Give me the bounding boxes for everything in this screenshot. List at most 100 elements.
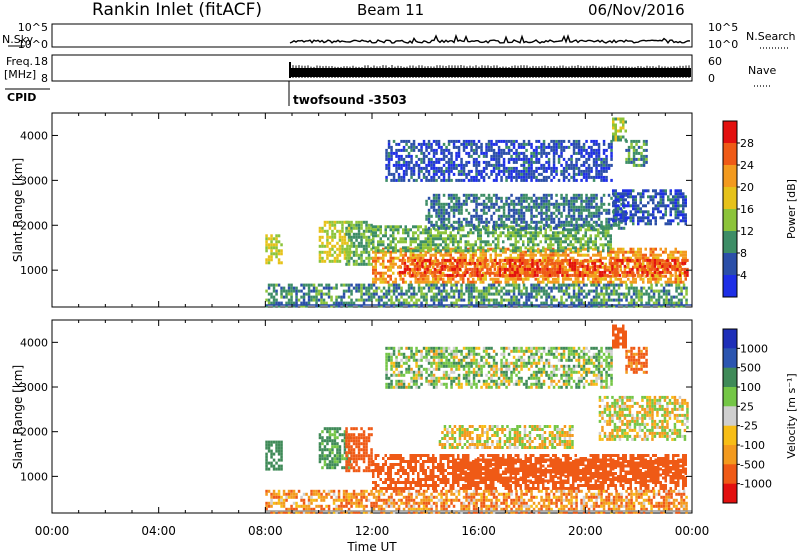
heatmap-cell (587, 154, 591, 158)
heatmap-cell (645, 139, 648, 143)
heatmap-cell (379, 280, 382, 284)
heatmap-cell (462, 298, 466, 302)
heatmap-cell (435, 172, 438, 176)
heatmap-cell (580, 178, 583, 182)
heatmap-cell (467, 249, 470, 253)
heatmap-cell (674, 198, 677, 202)
heatmap-cell (462, 225, 465, 229)
heatmap-cell (357, 232, 361, 236)
heatmap-cell (585, 292, 588, 296)
heatmap-cell (669, 198, 672, 202)
heatmap-cell (370, 241, 373, 245)
heatmap-cell (564, 234, 567, 238)
heatmap-cell (570, 199, 573, 203)
heatmap-cell (362, 244, 366, 248)
heatmap-cell (367, 283, 371, 287)
heatmap-cell (550, 301, 553, 305)
heatmap-cell (625, 295, 628, 299)
heatmap-cell (572, 280, 575, 284)
heatmap-cell (579, 237, 582, 241)
heatmap-cell (389, 265, 392, 269)
heatmap-cell (654, 280, 657, 284)
heatmap-cell (345, 247, 348, 251)
heatmap-cell (585, 196, 588, 200)
heatmap-cell (596, 270, 599, 274)
heatmap-cell (667, 222, 670, 226)
heatmap-cell (355, 238, 358, 242)
heatmap-cell (507, 196, 511, 200)
heatmap-cell (496, 261, 499, 265)
heatmap-cell (337, 304, 341, 308)
heatmap-cell (602, 265, 605, 269)
heatmap-cell (570, 223, 573, 227)
heatmap-cell (372, 265, 375, 269)
heatmap-cell (470, 283, 473, 287)
heatmap-cell (395, 166, 398, 170)
heatmap-cell (347, 253, 351, 257)
nsky-panel-frame (51, 23, 693, 48)
heatmap-cell (455, 208, 458, 212)
heatmap-cell (555, 142, 558, 146)
heatmap-cell (682, 219, 685, 223)
heatmap-cell (502, 220, 506, 224)
heatmap-cell (639, 210, 642, 214)
heatmap-cell (627, 195, 630, 199)
heatmap-cell (498, 270, 502, 274)
heatmap-cell (545, 169, 548, 173)
heatmap-cell (565, 220, 568, 224)
nsearch-tick-bottom: 10^0 (708, 38, 738, 51)
heatmap-cell (582, 237, 585, 241)
heatmap-cell (457, 172, 461, 176)
heatmap-cell (553, 264, 557, 268)
heatmap-cell (350, 289, 353, 293)
heatmap-cell (412, 271, 415, 275)
heatmap-cell (612, 192, 615, 196)
heatmap-cell (469, 271, 472, 275)
heatmap-cell (622, 216, 625, 220)
heatmap-cell (512, 175, 516, 179)
heatmap-cell (287, 286, 291, 290)
heatmap-cell (634, 280, 637, 284)
heatmap-cell (579, 240, 582, 244)
heatmap-cell (651, 258, 654, 262)
heatmap-cell (642, 204, 645, 208)
heatmap-cell (402, 148, 406, 152)
heatmap-cell (336, 253, 339, 257)
heatmap-cell (555, 214, 558, 218)
heatmap-cell (537, 286, 541, 290)
heatmap-cell (530, 163, 533, 167)
heatmap-cell (595, 298, 598, 302)
heatmap-cell (630, 145, 633, 149)
heatmap-cell (622, 198, 625, 202)
heatmap-cell (510, 169, 513, 173)
heatmap-cell (402, 160, 406, 164)
heatmap-cell (520, 196, 523, 200)
heatmap-cell (475, 214, 478, 218)
heatmap-cell (451, 267, 454, 271)
heatmap-cell (669, 207, 672, 211)
heatmap-cell (487, 289, 491, 293)
heatmap-cell (265, 261, 268, 265)
heatmap-cell (372, 250, 375, 254)
heatmap-cell (492, 223, 496, 227)
heatmap-cell (457, 220, 461, 224)
heatmap-cell (555, 145, 558, 149)
heatmap-cell (681, 267, 684, 271)
heatmap-cell (449, 237, 452, 241)
heatmap-cell (432, 259, 435, 263)
heatmap-cell (590, 166, 593, 170)
heatmap-cell (627, 145, 631, 149)
heatmap-cell (427, 277, 430, 281)
heatmap-cell (574, 277, 577, 281)
heatmap-cell (335, 286, 338, 290)
heatmap-cell (634, 195, 637, 199)
heatmap-cell (549, 253, 552, 257)
heatmap-cell (618, 258, 622, 262)
heatmap-cell (600, 205, 603, 209)
heatmap-cell (583, 267, 587, 271)
heatmap-cell (532, 286, 536, 290)
heatmap-cell (547, 217, 551, 221)
heatmap-cell (475, 142, 478, 146)
heatmap-cell (394, 246, 397, 250)
heatmap-cell (402, 301, 406, 305)
